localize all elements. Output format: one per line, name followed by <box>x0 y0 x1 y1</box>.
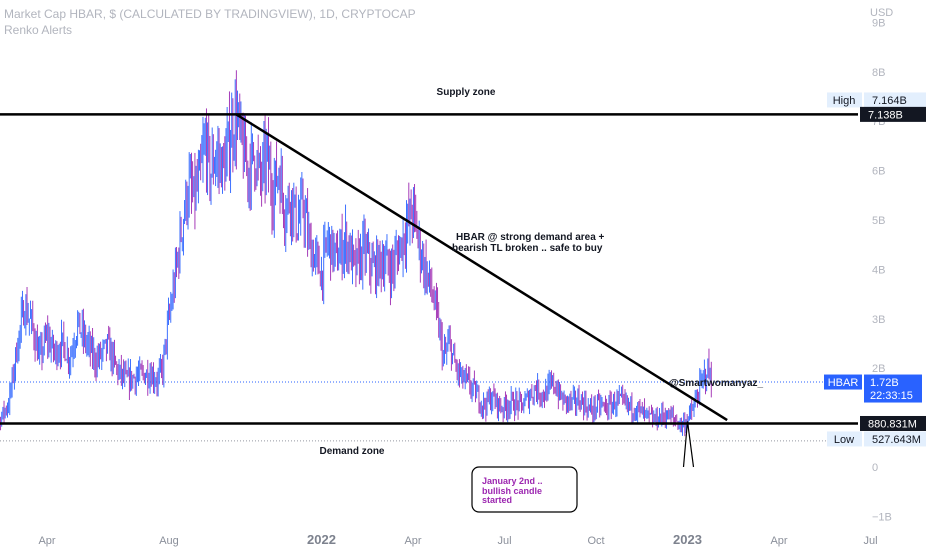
price-tick-label: 5B <box>872 215 885 227</box>
callout-text-line1: January 2nd .. <box>482 476 543 486</box>
demand-price-badge-bg <box>860 415 926 431</box>
currency-label: USD <box>870 7 893 19</box>
bearish-trendline <box>235 113 728 422</box>
supply-price-badge-bg <box>860 106 926 122</box>
time-tick-label: Apr <box>770 535 787 547</box>
annotations-layer: Supply zone Demand zone HBAR @ strong dema… <box>319 87 764 513</box>
time-tick-label: 2023 <box>673 532 702 547</box>
callout-text-line2: bullish candle <box>482 486 542 496</box>
price-tick-label: 6B <box>872 166 885 178</box>
symbol-countdown: 22:33:15 <box>870 390 913 402</box>
time-tick-label: 2022 <box>307 532 336 547</box>
low-label: Low <box>834 434 854 446</box>
high-label: High <box>833 95 856 107</box>
candles-layer <box>0 70 712 437</box>
demand-zone-label: Demand zone <box>319 446 384 457</box>
indicator-label: Renko Alerts <box>4 23 73 37</box>
author-handle: @Smartwomanyaz_ <box>669 378 764 389</box>
time-tick-label: Aug <box>159 535 179 547</box>
low-value-bg <box>864 431 926 447</box>
high-value: 7.164B <box>872 95 907 107</box>
analysis-text-line2: bearish TL broken .. safe to buy <box>452 243 603 254</box>
time-tick-label: Oct <box>587 535 604 547</box>
grid-layer <box>0 381 858 442</box>
price-tick-label: −1B <box>872 511 892 523</box>
supply-zone-label: Supply zone <box>437 87 496 98</box>
symbol-value: 1.72B <box>870 377 899 389</box>
time-axis[interactable]: AprAug2022AprJulOct2023AprJulOct2024 <box>38 532 932 547</box>
price-tick-label: 3B <box>872 314 885 326</box>
callout-box <box>471 466 578 513</box>
callout-pointer <box>682 421 695 468</box>
lines-layer <box>0 113 858 425</box>
price-tick-label: 8B <box>872 67 885 79</box>
supply-price-badge: 7.138B <box>868 109 903 121</box>
price-tick-label: 4B <box>872 264 885 276</box>
analysis-text-line1: HBAR @ strong demand area + <box>456 232 605 243</box>
low-label-bg <box>827 431 862 447</box>
high-label-bg <box>827 92 862 108</box>
price-tick-label: 2B <box>872 363 885 375</box>
time-tick-label: Jul <box>497 535 511 547</box>
symbol-value-bg <box>864 374 922 403</box>
callout-text-line3: started <box>482 495 512 505</box>
symbol-badge-bg <box>824 374 862 390</box>
high-value-bg <box>864 92 926 108</box>
price-tick-label: 9B <box>872 17 885 29</box>
symbol-badge-name: HBAR <box>828 377 859 389</box>
time-tick-label: Apr <box>404 535 421 547</box>
demand-price-badge: 880.831M <box>868 418 917 430</box>
chart-title: Market Cap HBAR, $ (CALCULATED BY TRADIN… <box>4 7 416 21</box>
time-tick-label: Jul <box>863 535 877 547</box>
time-tick-label: Apr <box>38 535 55 547</box>
price-tick-label: 0 <box>872 462 878 474</box>
low-value: 527.643M <box>872 434 921 446</box>
